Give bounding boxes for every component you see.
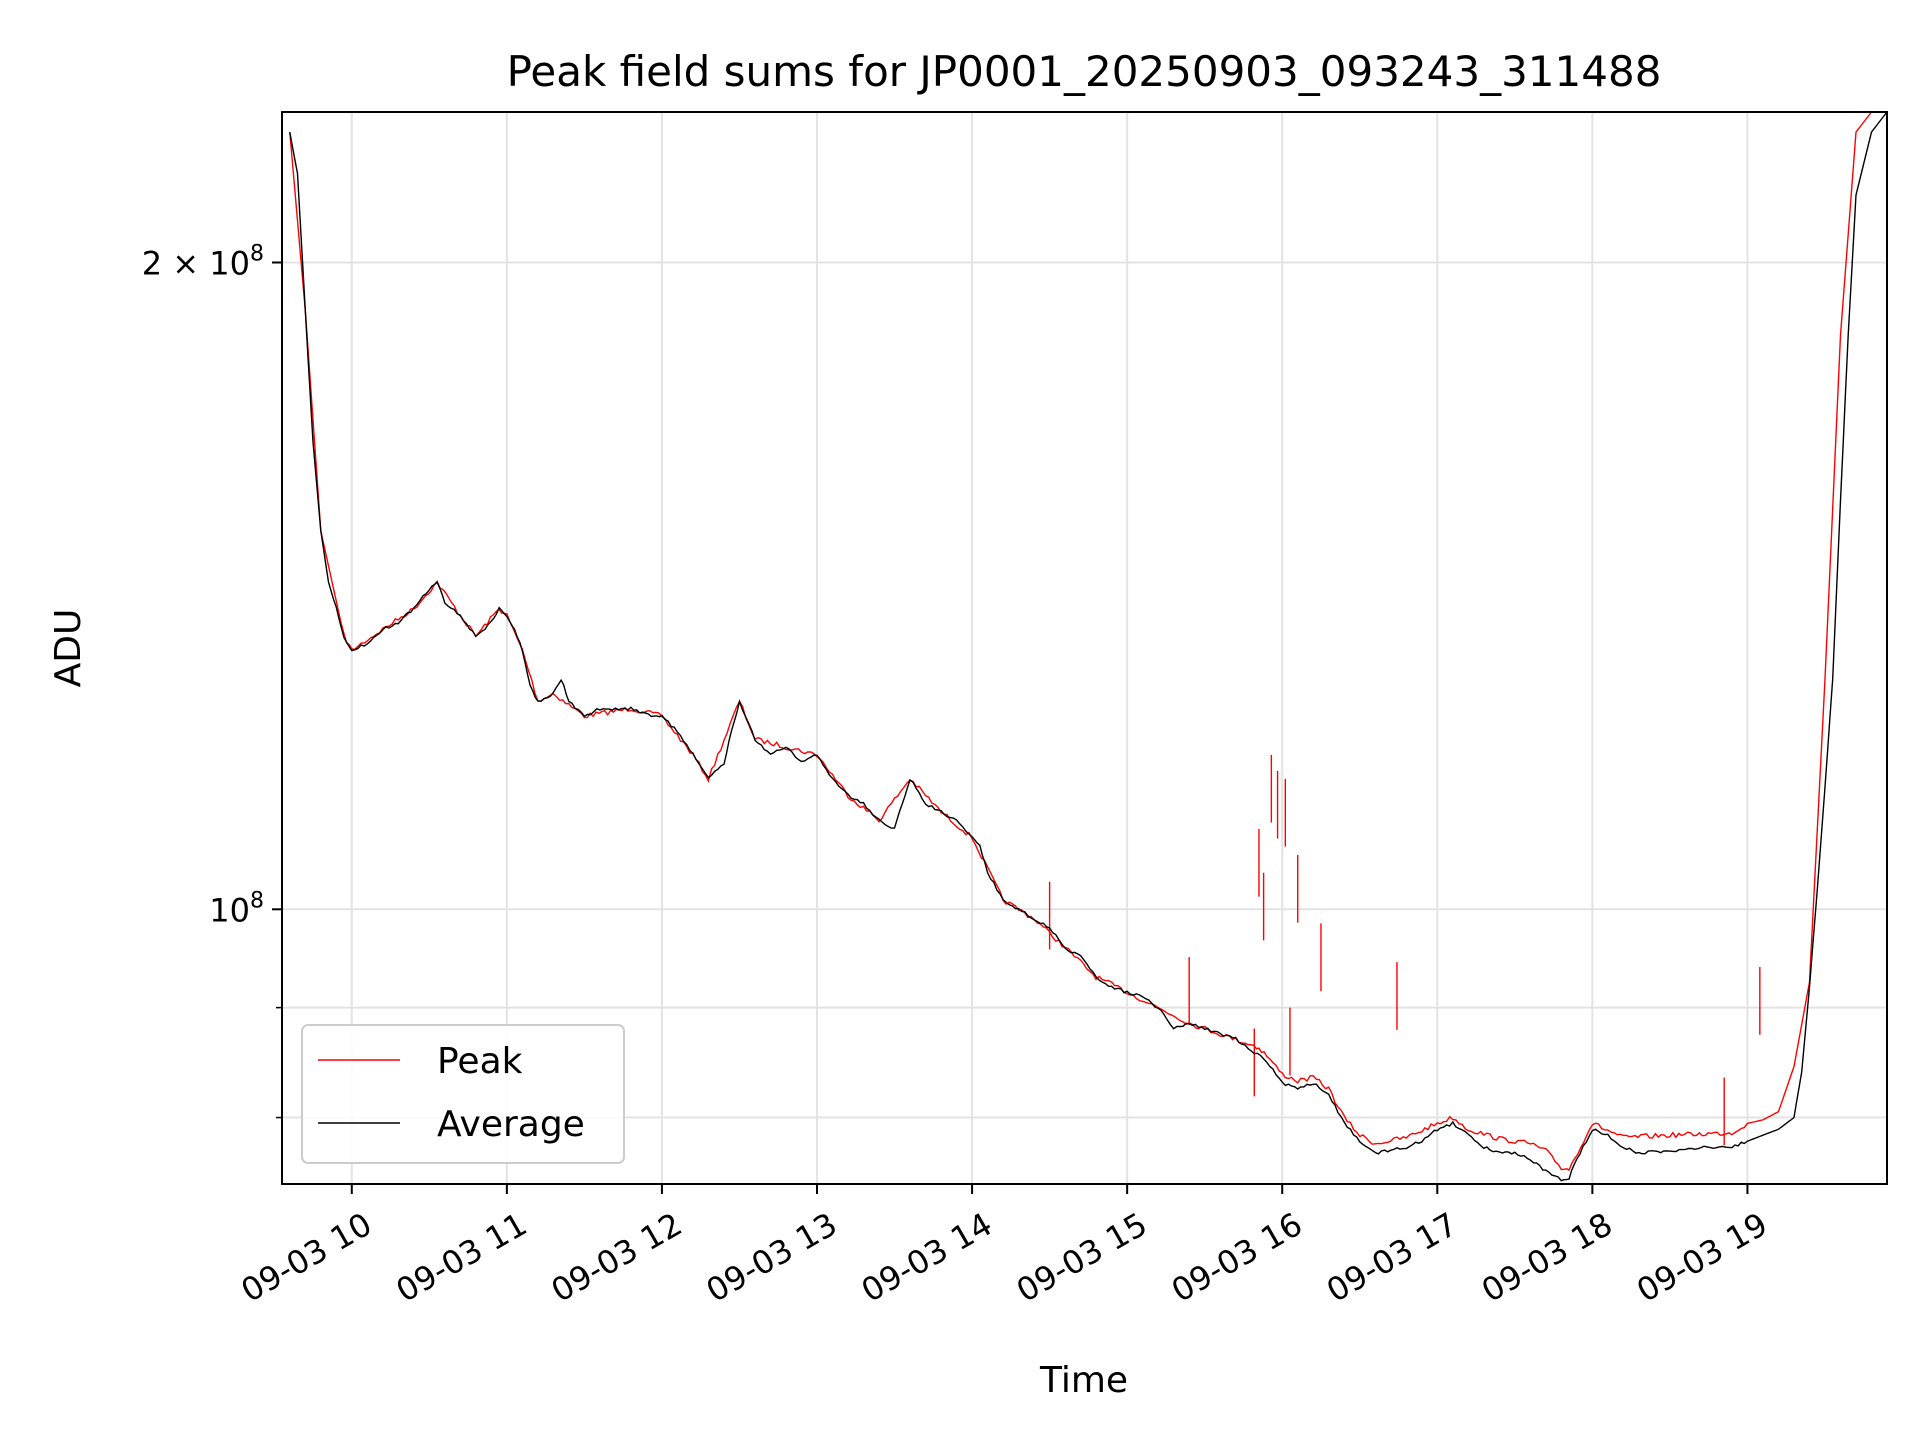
legend-label-peak: Peak	[437, 1041, 523, 1082]
legend-label-average: Average	[437, 1104, 585, 1145]
grid	[282, 112, 1887, 1184]
plot-frame	[281, 111, 1888, 1185]
chart-title: Peak field sums for JP0001_20250903_0932…	[507, 47, 1662, 96]
y-tick-label: 2 × 108	[142, 241, 264, 282]
y-axis-label: ADU	[48, 609, 89, 688]
series-layer	[289, 112, 1887, 1182]
x-axis-label: Time	[1039, 1360, 1128, 1401]
y-tick-label-exponent: 8	[250, 888, 264, 913]
legend: Peak Average	[301, 1024, 625, 1164]
y-tick-label: 108	[209, 888, 264, 929]
y-tick-label-base: 2 × 10	[142, 244, 250, 282]
series-line-average	[289, 112, 1887, 1182]
y-tick-label-exponent: 8	[250, 241, 264, 266]
y-tick-label-base: 10	[209, 891, 250, 929]
